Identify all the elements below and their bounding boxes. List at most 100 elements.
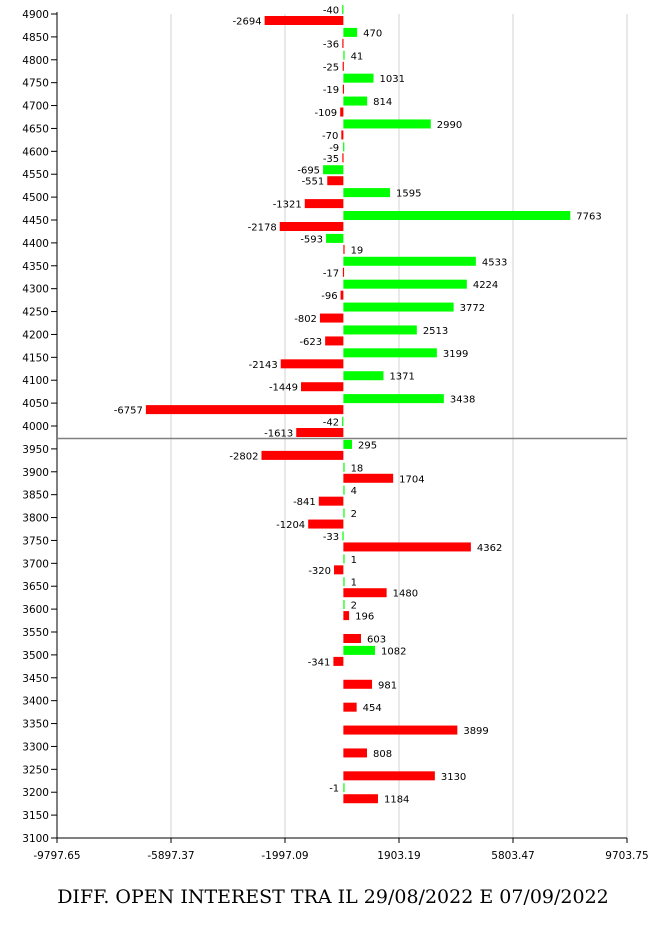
y-tick-label: 3500	[22, 650, 49, 662]
data-label: 3899	[463, 726, 488, 737]
data-label: 808	[373, 749, 392, 760]
data-label: 3199	[443, 349, 468, 360]
data-label: 1480	[393, 589, 418, 600]
data-label: 454	[363, 703, 382, 714]
data-label: 1	[351, 578, 357, 589]
data-label: -2802	[229, 451, 258, 462]
chart-area: 4900 4850 4800 4750 4700 4650 4600 4550 4500 4450…	[22, 5, 649, 862]
y-tick-label: 4750	[22, 78, 49, 90]
data-label: -341	[308, 657, 331, 668]
y-tick-label: 3900	[22, 467, 49, 479]
red-bar	[343, 725, 458, 735]
red-bar	[343, 588, 387, 598]
red-bar	[342, 38, 344, 48]
x-tick-label: 9703.75	[605, 850, 648, 862]
data-label: -9	[329, 143, 339, 154]
y-tick-label: 3950	[22, 444, 49, 456]
data-label: -2694	[233, 17, 262, 28]
data-label: -96	[321, 291, 337, 302]
y-tick-label: 3600	[22, 604, 49, 616]
red-bar	[340, 290, 344, 300]
y-tick-label: 3100	[22, 833, 49, 845]
data-label: 470	[363, 28, 382, 39]
red-bar	[334, 565, 344, 575]
data-label: -802	[294, 314, 317, 325]
red-bar	[296, 428, 344, 437]
green-bar	[343, 783, 345, 793]
data-label: 18	[351, 463, 364, 474]
data-label: -42	[323, 418, 339, 429]
data-label: 19	[351, 245, 364, 256]
data-label: -1204	[276, 520, 305, 531]
green-bar	[343, 462, 345, 472]
data-label: -40	[323, 6, 339, 17]
data-label: 1031	[380, 74, 405, 85]
red-bar	[343, 702, 357, 712]
green-bar	[326, 233, 344, 243]
y-tick-label: 3550	[22, 627, 49, 639]
data-label: -2143	[249, 360, 278, 371]
data-label: 1	[351, 555, 357, 566]
x-tick-label: -1997.09	[261, 850, 308, 862]
red-bar	[304, 199, 344, 209]
red-bar	[342, 267, 345, 277]
data-label: -1	[329, 784, 339, 795]
axes: 4900 4850 4800 4750 4700 4650 4600 4550 4500 4450…	[22, 9, 648, 862]
y-tick-label: 3650	[22, 581, 49, 593]
red-bar	[343, 244, 345, 254]
y-tick-label: 4350	[22, 261, 49, 273]
data-label: 1371	[389, 372, 414, 383]
y-tick-label: 3450	[22, 673, 49, 685]
y-tick-label: 3250	[22, 764, 49, 776]
red-bar	[343, 473, 394, 483]
green-bar	[343, 142, 345, 152]
data-label: -70	[322, 131, 338, 142]
green-bar	[342, 417, 344, 426]
data-label: 1704	[399, 474, 424, 485]
red-bar	[325, 336, 344, 346]
data-labels: -404704110318142990-9-69515957763-593453…	[114, 6, 602, 806]
data-label: -109	[314, 108, 337, 119]
chart-caption: DIFF. OPEN INTEREST TRA IL 29/08/2022 E …	[57, 886, 609, 908]
data-label: -320	[308, 566, 331, 577]
data-label: 3438	[450, 395, 475, 406]
data-label: -33	[323, 532, 339, 543]
green-bar	[323, 165, 344, 175]
green-bar	[343, 325, 417, 335]
y-tick-label: 4700	[22, 101, 49, 113]
y-tick-label: 4050	[22, 398, 49, 410]
green-bar	[343, 279, 467, 289]
y-tick-label: 3800	[22, 513, 49, 525]
red-bar	[341, 130, 344, 140]
data-label: -35	[323, 154, 339, 165]
data-label: 3772	[460, 303, 485, 314]
y-tick-label: 4250	[22, 307, 49, 319]
data-label: -25	[323, 62, 339, 73]
red-bar	[327, 176, 344, 186]
y-tick-label: 3150	[22, 810, 49, 822]
data-label: 1184	[384, 795, 409, 806]
green-bar	[343, 73, 374, 83]
data-label: 41	[351, 51, 364, 62]
data-label: 1082	[381, 646, 406, 657]
y-tick-label: 4600	[22, 146, 49, 158]
red-bar	[343, 611, 350, 621]
y-tick-label: 3400	[22, 696, 49, 708]
red-bar	[308, 519, 344, 529]
green-bar	[343, 119, 431, 129]
data-label: 295	[358, 440, 377, 451]
vertical-gridlines	[170, 14, 628, 838]
data-label: 2990	[437, 120, 462, 131]
red-bar	[279, 222, 344, 231]
red-bar	[343, 679, 373, 689]
data-label: 4533	[482, 257, 507, 268]
y-tick-label: 4650	[22, 123, 49, 135]
y-tick-label: 3300	[22, 741, 49, 753]
red-bar	[343, 794, 378, 804]
red-bar	[342, 153, 344, 163]
x-tick-label: 1903.19	[377, 850, 420, 862]
y-tick-label: 4400	[22, 238, 49, 250]
red-bar	[342, 84, 345, 94]
data-label: 2513	[423, 326, 448, 337]
red-bar	[342, 61, 344, 71]
